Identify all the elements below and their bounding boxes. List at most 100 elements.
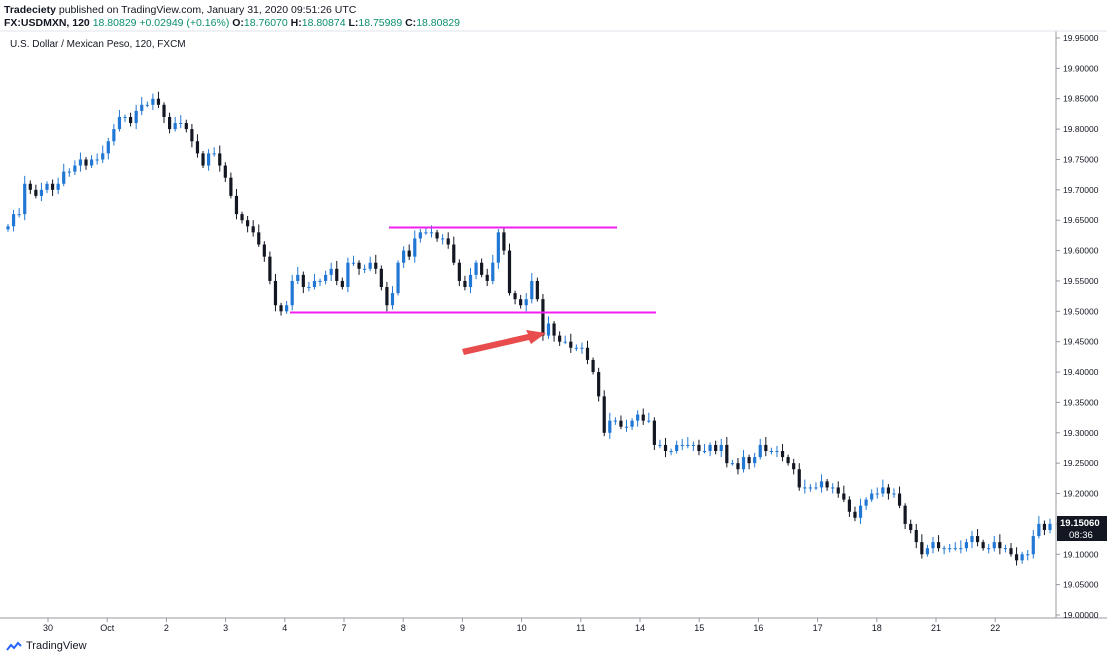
candle — [201, 150, 205, 168]
candle — [435, 229, 439, 242]
y-tick-label: 19.50000 — [1063, 306, 1099, 316]
y-tick-label: 19.25000 — [1063, 458, 1099, 468]
open-label: O: — [232, 17, 244, 29]
candle — [585, 340, 590, 365]
candle — [167, 112, 172, 134]
candle — [229, 172, 233, 199]
candle — [736, 457, 740, 475]
price-chart[interactable]: U.S. Dollar / Mexican Peso, 120, FXCM 19… — [0, 0, 1107, 636]
candle — [663, 437, 668, 458]
candlestick-series — [6, 91, 1052, 566]
candle — [223, 162, 227, 182]
candle — [6, 223, 10, 232]
candle — [390, 286, 395, 310]
y-tick-label: 19.85000 — [1063, 94, 1099, 104]
candle — [379, 265, 383, 291]
time-axis: 30 Oct 2 3 4 7 8 9 10 11 14 15 16 17 18 21 22 — [43, 618, 1000, 633]
candle — [117, 109, 122, 132]
candle — [17, 208, 21, 218]
candle — [307, 281, 311, 292]
candle — [374, 254, 378, 274]
candle — [747, 454, 751, 470]
candle — [279, 302, 283, 316]
candle — [413, 230, 417, 263]
candle — [975, 529, 980, 547]
candle — [179, 115, 183, 129]
y-tick-label: 19.65000 — [1063, 215, 1099, 225]
footer: TradingView — [0, 636, 1107, 660]
tradingview-logo[interactable]: TradingView — [6, 640, 87, 652]
y-tick-label: 19.45000 — [1063, 337, 1099, 347]
candle — [641, 408, 645, 425]
candle — [173, 116, 177, 132]
candle — [909, 519, 913, 534]
candle — [452, 236, 456, 266]
candle — [84, 157, 88, 170]
candle — [959, 540, 963, 554]
candle — [402, 246, 406, 268]
candle — [346, 257, 350, 293]
candle — [552, 321, 556, 342]
candle — [78, 152, 83, 172]
candle — [730, 459, 734, 466]
candle — [335, 260, 339, 286]
candle — [753, 452, 757, 468]
x-tick-label: 10 — [517, 623, 527, 633]
candle — [613, 417, 617, 425]
candle — [1031, 529, 1035, 559]
candle — [574, 344, 578, 352]
candle — [1037, 515, 1041, 539]
candle — [67, 168, 71, 177]
candle — [803, 479, 807, 494]
candle — [251, 220, 255, 237]
candle — [513, 290, 517, 305]
y-tick-label: 19.35000 — [1063, 397, 1099, 407]
candle — [948, 543, 952, 553]
price-axis: 19.95000 19.90000 19.85000 19.80000 19.75000… — [1056, 33, 1099, 620]
change-value: +0.02949 (+0.16%) — [139, 17, 230, 29]
close-value: 18.80829 — [416, 17, 460, 29]
candle — [764, 437, 768, 457]
candle — [240, 211, 244, 224]
candle — [953, 542, 957, 551]
candle — [257, 224, 261, 247]
candle — [886, 484, 891, 500]
candle — [569, 333, 573, 353]
candle — [162, 102, 166, 124]
candle — [145, 101, 149, 108]
candle — [608, 412, 612, 439]
candle — [864, 497, 868, 510]
breakout-arrow — [462, 330, 546, 355]
candle — [268, 251, 272, 285]
candle — [357, 260, 361, 275]
y-tick-label: 19.05000 — [1063, 580, 1099, 590]
y-tick-label: 19.90000 — [1063, 63, 1099, 73]
candle — [836, 481, 840, 498]
tradingview-logo-icon — [6, 641, 22, 651]
candle — [814, 482, 818, 490]
candle — [647, 412, 651, 424]
candle — [502, 227, 506, 255]
candle — [56, 177, 60, 195]
candle — [385, 281, 389, 312]
candle — [658, 439, 662, 449]
publisher-name[interactable]: Tradeciety — [4, 4, 56, 16]
candle — [702, 444, 707, 454]
candle — [1014, 547, 1019, 566]
candle — [636, 410, 640, 427]
candle — [23, 175, 27, 221]
candle — [446, 232, 450, 249]
candle — [819, 474, 824, 493]
published-text: published on TradingView.com, January 31… — [58, 4, 357, 16]
candle — [396, 260, 400, 296]
x-tick-label: 22 — [990, 623, 1000, 633]
candle — [987, 543, 991, 554]
candle — [262, 241, 266, 262]
candle — [329, 262, 333, 281]
candle — [563, 335, 567, 345]
low-label: L: — [348, 17, 359, 29]
y-tick-label: 19.20000 — [1063, 489, 1099, 499]
candle — [190, 123, 194, 148]
candle — [418, 229, 422, 243]
candle — [134, 104, 138, 130]
